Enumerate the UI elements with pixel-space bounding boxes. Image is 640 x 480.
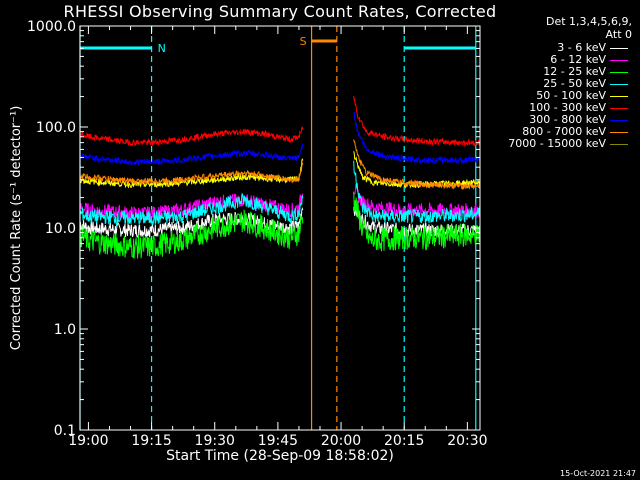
y-tick-label: 0.1	[54, 423, 76, 439]
series-300to800keV-keV	[79, 111, 480, 167]
x-tick-label: 19:30	[195, 433, 235, 449]
legend-label: 3 - 6 keV	[557, 41, 606, 54]
legend-label: 6 - 12 keV	[550, 53, 606, 66]
legend-label: 300 - 800 keV	[529, 113, 606, 126]
saa-label: S	[300, 35, 307, 48]
legend-swatch	[610, 108, 628, 109]
x-tick-label: 20:00	[321, 433, 361, 449]
legend-label: 7000 - 15000 keV	[508, 137, 606, 150]
legend-swatch	[610, 48, 628, 49]
series-line	[353, 160, 480, 224]
legend-swatch	[610, 120, 628, 121]
legend-label: 800 - 7000 keV	[522, 125, 606, 138]
series-line	[353, 202, 480, 238]
series-25to50keV-keV	[79, 160, 480, 227]
x-tick-label: 19:45	[258, 433, 298, 449]
y-tick-label: 10.0	[45, 221, 76, 237]
legend-swatch	[610, 84, 628, 85]
legend-swatch	[610, 96, 628, 97]
x-tick-label: 20:15	[384, 433, 424, 449]
x-axis-title: Start Time (28-Sep-09 18:58:02)	[166, 448, 394, 464]
series-line	[79, 158, 304, 189]
series-100to300keV-keV	[79, 95, 480, 148]
legend-entry-3-6: 3 - 6 keV	[484, 42, 634, 54]
series-layer	[79, 95, 480, 259]
x-tick-label: 19:15	[131, 433, 171, 449]
y-tick-label: 100.0	[36, 120, 76, 136]
legend: 3 - 6 keV 6 - 12 keV 12 - 25 keV 25 - 50…	[484, 42, 634, 150]
legend-entry-6-12: 6 - 12 keV	[484, 54, 634, 66]
x-tick-label: 20:30	[447, 433, 487, 449]
legend-entry-800-7000: 800 - 7000 keV	[484, 126, 634, 138]
y-tick-label: 1.0	[54, 322, 76, 338]
y-tick-label: 1000.0	[27, 19, 76, 35]
legend-swatch	[610, 60, 628, 61]
legend-entry-100-300: 100 - 300 keV	[484, 102, 634, 114]
series-line	[353, 111, 480, 165]
series-line	[353, 139, 480, 190]
y-axis-title: Corrected Count Rate (s⁻¹ detector⁻¹)	[9, 106, 24, 351]
series-12to25keV-keV	[79, 191, 480, 259]
legend-entry-12-25: 12 - 25 keV	[484, 66, 634, 78]
series-800to7000keV-keV	[79, 139, 480, 190]
detector-info-line-1: Det 1,3,4,5,6,9,	[545, 15, 632, 28]
legend-swatch	[610, 132, 628, 133]
legend-label: 12 - 25 keV	[543, 65, 606, 78]
timestamp: 15-Oct-2021 21:47	[560, 469, 636, 478]
legend-swatch	[610, 144, 628, 145]
legend-swatch	[610, 72, 628, 73]
series-line	[79, 126, 304, 147]
legend-entry-7000-15000: 7000 - 15000 keV	[484, 138, 634, 150]
x-tick-label: 19:00	[68, 433, 108, 449]
axes: 0.1 1.0 10.0 100.0 1000.0 19:00 19:15 19:30 19:4…	[9, 19, 488, 464]
series-line	[79, 209, 304, 259]
legend-entry-25-50: 25 - 50 keV	[484, 78, 634, 90]
series-line	[79, 162, 304, 186]
chart-title: RHESSI Observing Summary Count Rates, Co…	[63, 2, 497, 21]
legend-label: 50 - 100 keV	[536, 89, 606, 102]
legend-label: 100 - 300 keV	[529, 101, 606, 114]
series-line	[79, 143, 304, 167]
series-line	[353, 95, 480, 148]
legend-label: 25 - 50 keV	[543, 77, 606, 90]
legend-entry-50-100: 50 - 100 keV	[484, 90, 634, 102]
legend-entry-300-800: 300 - 800 keV	[484, 114, 634, 126]
series-line	[353, 191, 480, 252]
series-line	[353, 183, 480, 219]
detector-info-line-2: Att 0	[605, 28, 632, 41]
series-line	[79, 192, 304, 227]
night-label: N	[158, 42, 166, 55]
